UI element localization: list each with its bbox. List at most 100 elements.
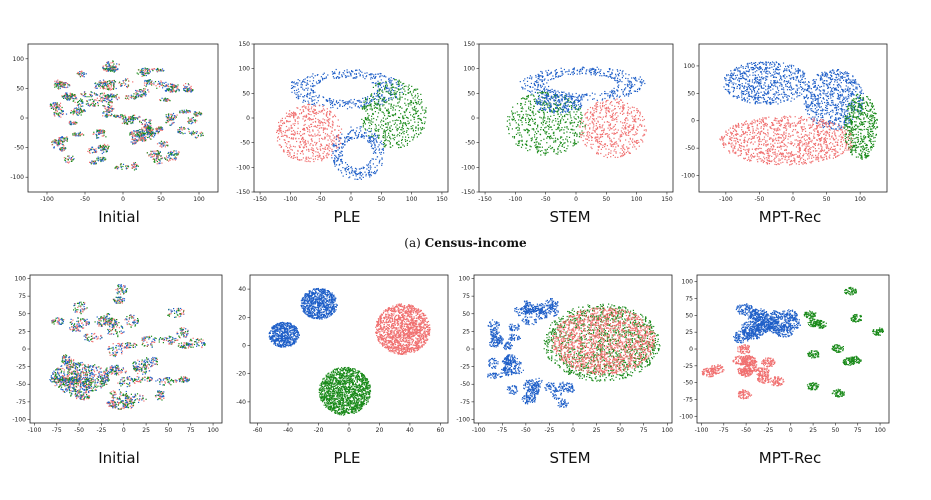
scatter-point: [192, 89, 194, 92]
scatter-point: [53, 142, 55, 144]
scatter-point: [594, 71, 596, 73]
scatter-point: [323, 104, 325, 106]
scatter-point: [132, 114, 134, 116]
scatter-point: [124, 97, 127, 99]
scatter-point: [96, 97, 98, 99]
scatter-point: [369, 102, 371, 104]
scatter-point: [93, 92, 95, 94]
scatter-point: [332, 76, 334, 78]
scatter-point: [392, 115, 394, 117]
scatter-point: [55, 142, 57, 144]
scatter-point: [616, 94, 618, 96]
scatter-point: [395, 96, 397, 98]
scatter-point: [412, 97, 414, 99]
scatter-point: [158, 69, 160, 72]
scatter-point: [160, 143, 162, 145]
scatter-point: [195, 112, 197, 114]
scatter-point: [140, 96, 142, 98]
scatter-point: [91, 160, 93, 162]
scatter-point: [394, 112, 397, 115]
scatter-point: [351, 172, 353, 174]
scatter-point: [173, 121, 175, 124]
scatter-point: [170, 86, 173, 88]
scatter-point: [377, 85, 379, 87]
scatter-point: [338, 147, 340, 150]
scatter-point: [372, 172, 374, 174]
scatter-point: [391, 133, 393, 136]
scatter-point: [165, 90, 168, 92]
scatter-point: [337, 149, 339, 151]
scatter-point: [341, 75, 343, 77]
scatter-point: [123, 115, 125, 117]
scatter-point: [312, 144, 314, 146]
scatter-point: [378, 90, 380, 92]
scatter-point: [624, 95, 626, 97]
scatter-point: [193, 119, 195, 121]
scatter-point: [108, 99, 110, 101]
scatter-point: [199, 132, 201, 134]
scatter-point: [531, 90, 533, 92]
scatter-point: [355, 103, 357, 105]
scatter-point: [144, 92, 146, 94]
scatter-point: [591, 92, 593, 94]
scatter-point: [68, 122, 70, 124]
scatter-point: [403, 82, 405, 85]
scatter-point: [319, 80, 321, 82]
scatter-point: [56, 81, 58, 83]
scatter-point: [177, 129, 179, 131]
scatter-point: [136, 163, 138, 165]
scatter-point: [124, 116, 127, 118]
scatter-point: [149, 121, 151, 123]
scatter-point: [614, 79, 616, 81]
scatter-point: [101, 131, 104, 133]
scatter-point: [330, 139, 332, 141]
scatter-point: [184, 87, 186, 90]
scatter-point: [619, 69, 621, 71]
scatter-point: [177, 86, 179, 88]
scatter-point: [131, 164, 133, 166]
scatter-point: [365, 119, 367, 121]
scatter-point: [634, 76, 637, 79]
scatter-point: [305, 107, 307, 110]
scatter-point: [135, 142, 137, 144]
scatter-point: [374, 170, 376, 173]
scatter-point: [347, 101, 349, 103]
scatter-point: [74, 98, 76, 100]
scatter-point: [165, 141, 168, 143]
scatter-point: [310, 89, 312, 91]
scatter-point: [509, 122, 511, 124]
scatter-point: [414, 94, 417, 96]
scatter-point: [107, 148, 109, 150]
scatter-point: [142, 69, 144, 71]
scatter-point: [321, 160, 323, 162]
scatter-point: [175, 91, 177, 93]
scatter-point: [568, 96, 570, 98]
scatter-point: [287, 150, 289, 152]
scatter-point: [137, 73, 139, 75]
scatter-point: [83, 91, 86, 93]
scatter-point: [556, 71, 558, 74]
scatter-point: [630, 92, 632, 94]
scatter-point: [166, 155, 168, 157]
scatter-point: [108, 83, 111, 85]
scatter-point: [66, 94, 68, 96]
scatter-point: [178, 130, 180, 133]
scatter-point: [297, 149, 299, 152]
scatter-point: [350, 73, 352, 75]
scatter-point: [309, 119, 311, 121]
scatter-point: [309, 126, 311, 128]
scatter-point: [378, 136, 380, 138]
scatter-point: [317, 156, 319, 158]
scatter-point: [179, 132, 181, 134]
y-tick-label: 100: [239, 66, 251, 73]
scatter-point: [279, 138, 281, 140]
scatter-point: [425, 110, 427, 112]
scatter-point: [94, 104, 96, 106]
scatter-point: [116, 68, 118, 70]
scatter-point: [362, 97, 364, 99]
scatter-point: [157, 68, 159, 70]
scatter-point: [346, 136, 348, 138]
scatter-point: [386, 129, 388, 132]
scatter-point: [373, 117, 375, 120]
scatter-point: [56, 143, 58, 146]
